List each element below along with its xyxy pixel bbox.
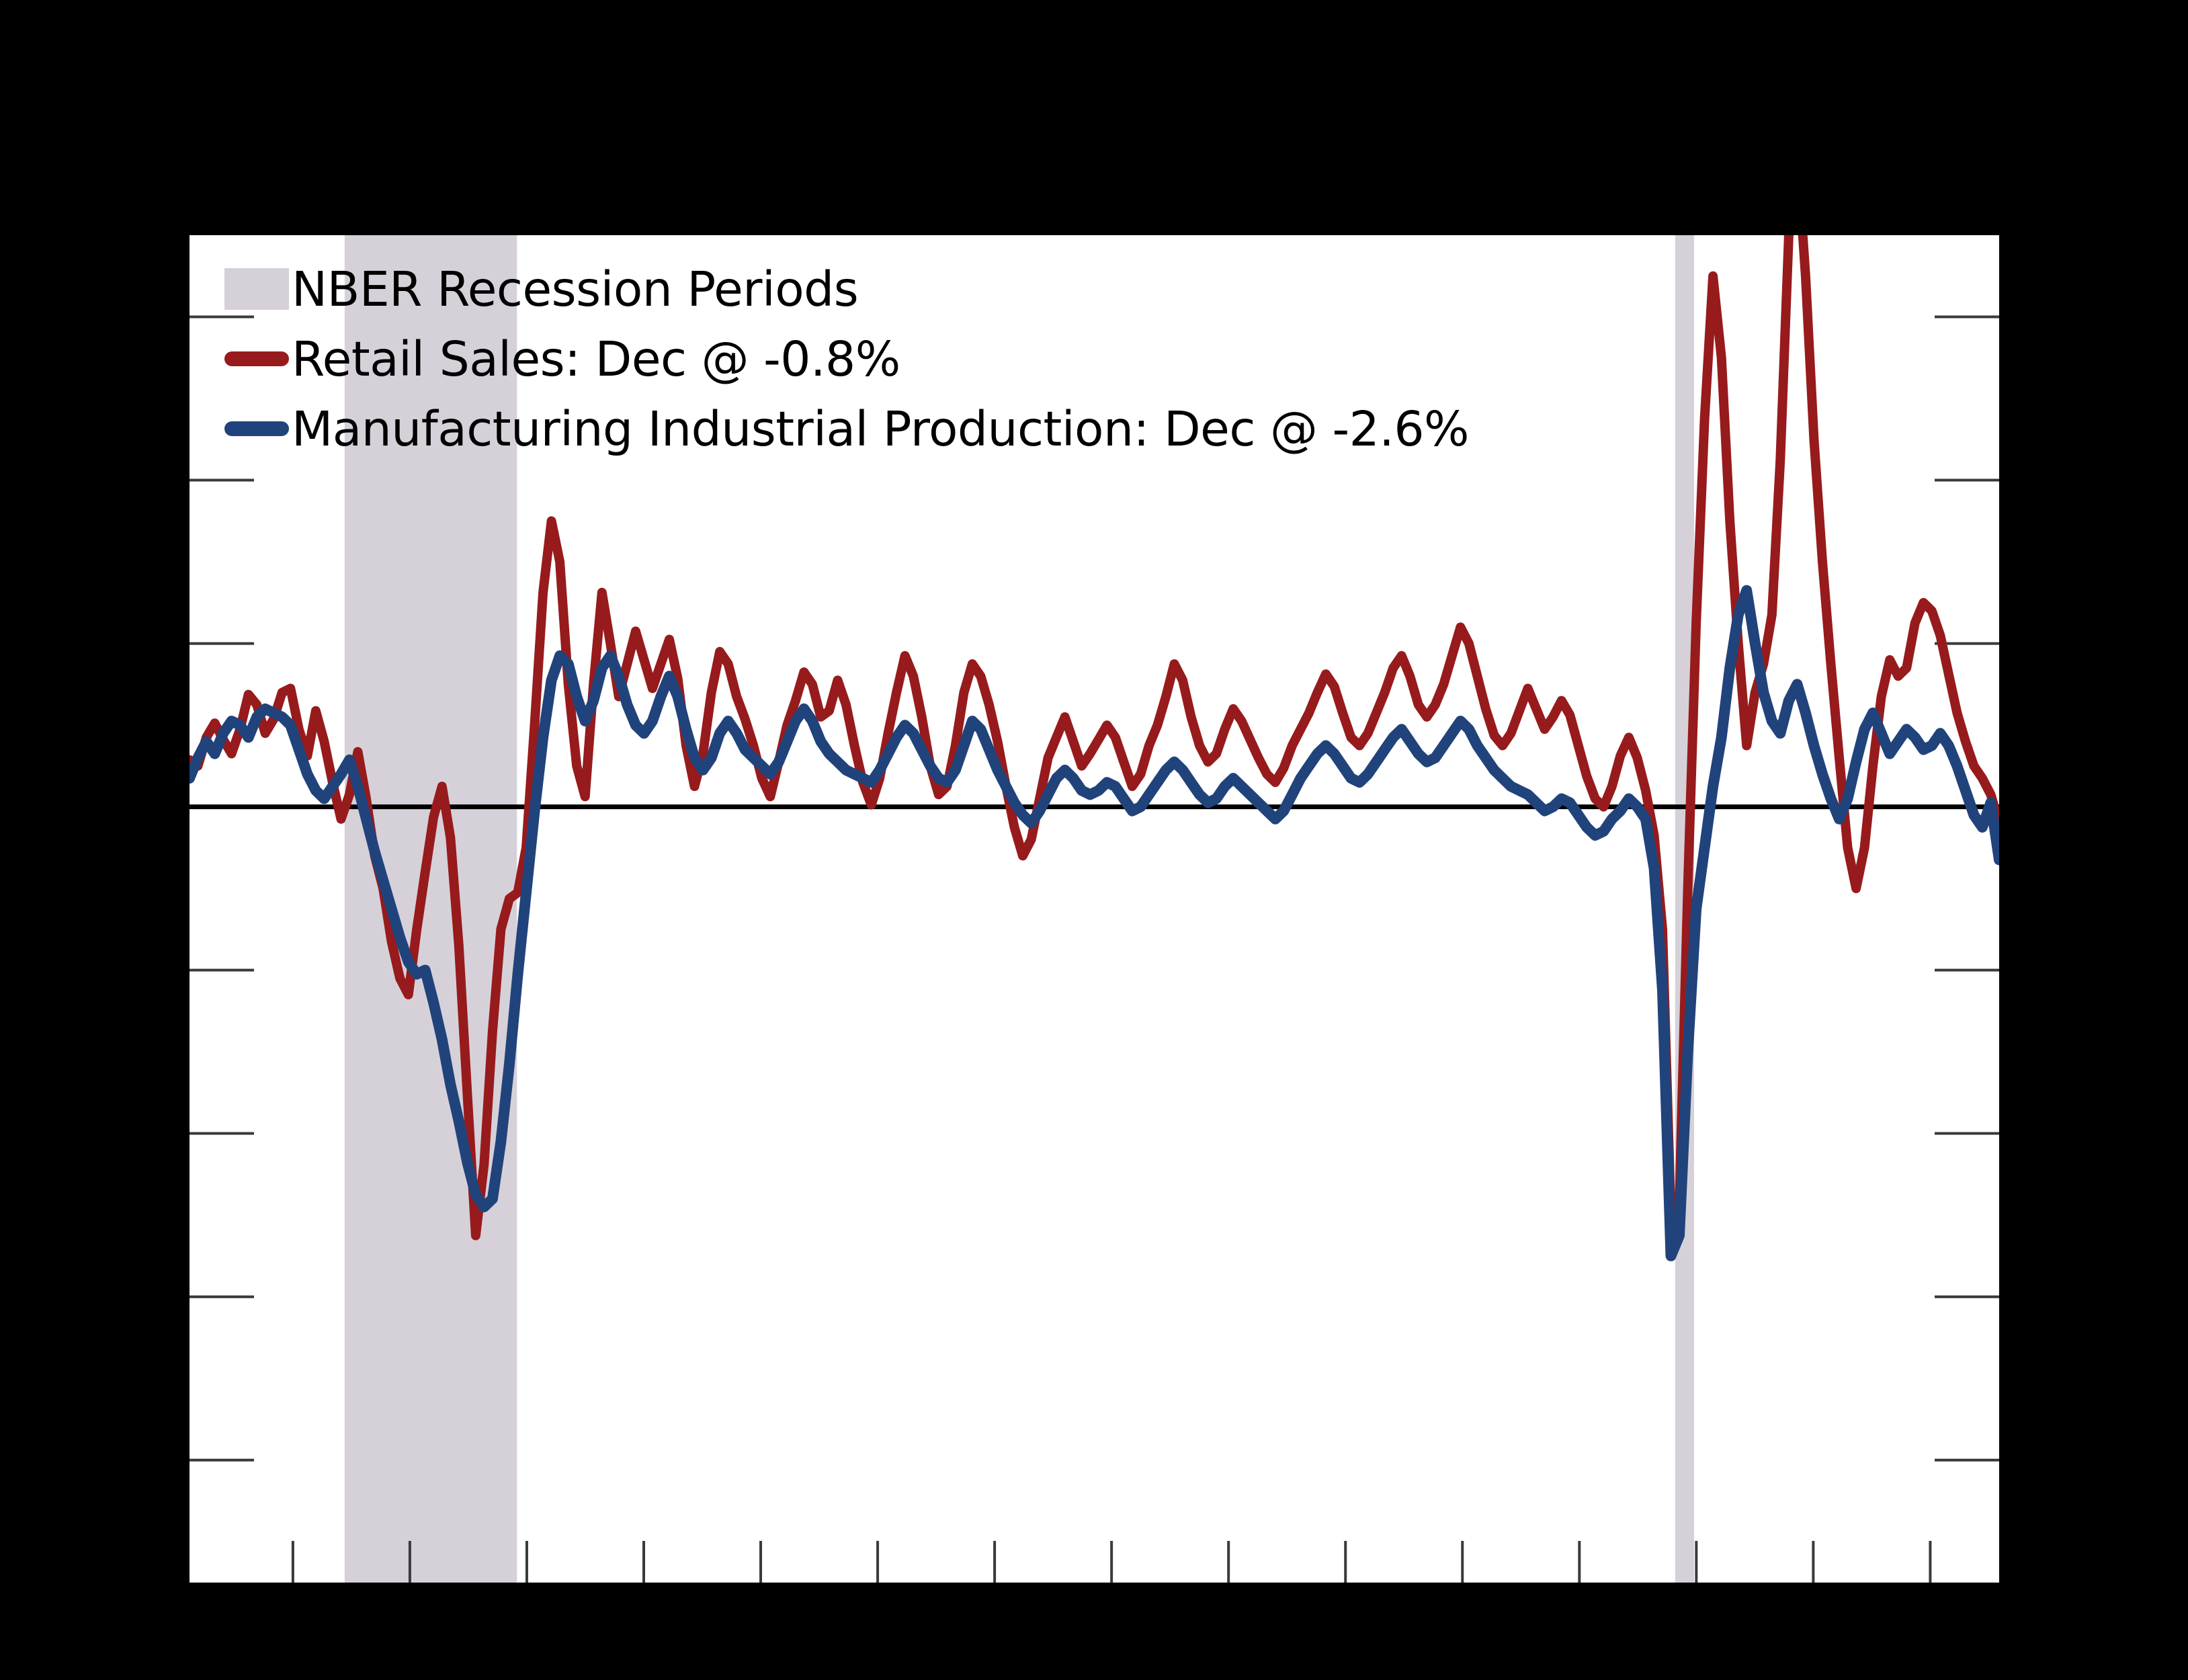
recession-swatch-icon	[222, 268, 292, 310]
legend-label-recession: NBER Recession Periods	[292, 261, 859, 317]
x-axis-ticks	[291, 1541, 1932, 1583]
recession-band	[344, 235, 517, 1583]
y-axis-ticks	[190, 315, 1999, 1462]
legend-item-retail-sales[interactable]: Retail Sales: Dec @ -0.8%	[222, 324, 1566, 394]
series-line-manufacturing-industrial-production	[190, 585, 1999, 1261]
recession-bands	[344, 235, 1695, 1583]
manufacturing-ip-line-icon	[222, 421, 292, 436]
legend-label-manufacturing-ip: Manufacturing Industrial Production: Dec…	[292, 401, 1470, 457]
legend-item-manufacturing-ip[interactable]: Manufacturing Industrial Production: Dec…	[222, 394, 1566, 464]
series-line-retail-sales	[190, 235, 1999, 1241]
series-lines	[190, 235, 1999, 1261]
retail-sales-line-icon	[222, 351, 292, 366]
legend-label-retail-sales: Retail Sales: Dec @ -0.8%	[292, 331, 900, 387]
legend-item-recession[interactable]: NBER Recession Periods	[222, 254, 1566, 324]
chart-legend: NBER Recession Periods Retail Sales: Dec…	[222, 254, 1566, 464]
plot-area	[190, 235, 1999, 1583]
line-chart-svg	[190, 235, 1999, 1583]
